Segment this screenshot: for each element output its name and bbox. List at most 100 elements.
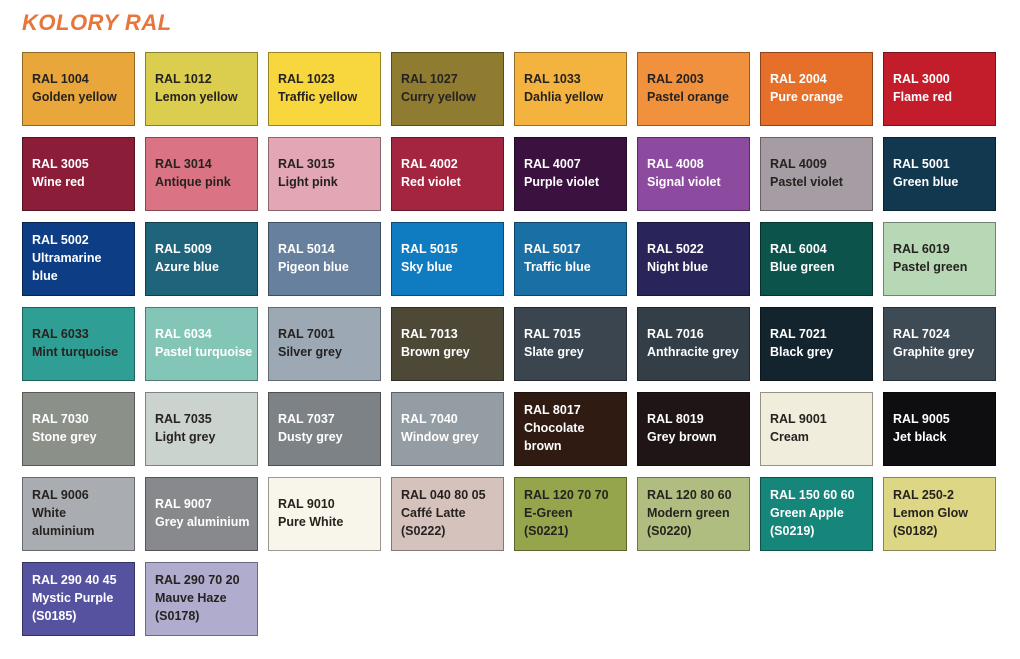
swatch-code: RAL 9006 xyxy=(32,488,89,503)
color-swatch: RAL 2004 Pure orange xyxy=(760,52,873,126)
color-swatch: RAL 8019 Grey brown xyxy=(637,392,750,466)
swatch-name: Dusty grey xyxy=(278,430,343,444)
swatch-code: RAL 7001 xyxy=(278,327,335,342)
swatch-code: RAL 1012 xyxy=(155,72,212,87)
color-swatch: RAL 7013 Brown grey xyxy=(391,307,504,381)
swatch-name: Silver grey xyxy=(278,345,342,359)
color-swatch: RAL 5014 Pigeon blue xyxy=(268,222,381,296)
swatch-name: Mystic Purple xyxy=(32,591,114,606)
swatch-name: Ultramarine blue xyxy=(32,251,102,283)
swatch-name: Wine red xyxy=(32,175,85,189)
swatch-subcode: (S0185) xyxy=(32,608,77,623)
color-swatch: RAL 290 70 20 Mauve Haze (S0178) xyxy=(145,562,258,636)
swatch-name: Pigeon blue xyxy=(278,260,349,274)
swatch-code: RAL 6034 xyxy=(155,327,212,342)
swatch-code: RAL 7037 xyxy=(278,412,335,427)
color-swatch: RAL 290 40 45 Mystic Purple (S0185) xyxy=(22,562,135,636)
color-swatch: RAL 4002 Red violet xyxy=(391,137,504,211)
swatch-name: Brown grey xyxy=(401,345,470,359)
swatch-code: RAL 7021 xyxy=(770,327,827,342)
swatch-name: Pastel orange xyxy=(647,90,729,104)
swatch-code: RAL 5001 xyxy=(893,157,950,172)
swatch-name: Pastel violet xyxy=(770,175,843,189)
swatch-name: Jet black xyxy=(893,430,947,444)
color-swatch: RAL 7021 Black grey xyxy=(760,307,873,381)
swatch-name: Cream xyxy=(770,430,809,444)
swatch-subcode: (S0220) xyxy=(647,523,692,538)
swatch-code: RAL 9001 xyxy=(770,412,827,427)
swatch-code: RAL 8017 xyxy=(524,403,581,418)
swatch-code: RAL 6033 xyxy=(32,327,89,342)
color-swatch: RAL 4009 Pastel violet xyxy=(760,137,873,211)
swatch-code: RAL 7035 xyxy=(155,412,212,427)
color-swatch: RAL 7035 Light grey xyxy=(145,392,258,466)
swatch-code: RAL 3005 xyxy=(32,157,89,172)
swatch-code: RAL 1023 xyxy=(278,72,335,87)
swatch-name: Purple violet xyxy=(524,175,600,189)
color-swatch: RAL 7001 Silver grey xyxy=(268,307,381,381)
color-swatch: RAL 120 80 60 Modern green (S0220) xyxy=(637,477,750,551)
swatch-name: Signal violet xyxy=(647,175,721,189)
swatch-code: RAL 5014 xyxy=(278,242,335,257)
color-swatch: RAL 5001 Green blue xyxy=(883,137,996,211)
swatch-code: RAL 5017 xyxy=(524,242,581,257)
swatch-name: Flame red xyxy=(893,90,953,104)
swatch-subcode: (S0182) xyxy=(893,523,938,538)
swatch-code: RAL 4007 xyxy=(524,157,581,172)
color-swatch: RAL 5009 Azure blue xyxy=(145,222,258,296)
color-swatch: RAL 5017 Traffic blue xyxy=(514,222,627,296)
color-swatch: RAL 2003 Pastel orange xyxy=(637,52,750,126)
color-swatch: RAL 1012 Lemon yellow xyxy=(145,52,258,126)
color-swatch: RAL 5015 Sky blue xyxy=(391,222,504,296)
swatch-name: Light grey xyxy=(155,430,216,444)
swatch-name: Mauve Haze xyxy=(155,591,227,606)
swatch-name: Traffic blue xyxy=(524,260,591,274)
color-swatch: RAL 5022 Night blue xyxy=(637,222,750,296)
swatch-name: Azure blue xyxy=(155,260,219,274)
swatch-subcode: (S0219) xyxy=(770,523,815,538)
swatch-code: RAL 120 70 70 xyxy=(524,488,609,503)
swatch-code: RAL 1027 xyxy=(401,72,458,87)
color-swatch: RAL 9010 Pure White xyxy=(268,477,381,551)
swatch-name: Antique pink xyxy=(155,175,231,189)
color-swatch: RAL 120 70 70 E-Green (S0221) xyxy=(514,477,627,551)
swatch-name: Lemon Glow xyxy=(893,506,968,521)
swatch-name: Curry yellow xyxy=(401,90,477,104)
swatch-code: RAL 5022 xyxy=(647,242,704,257)
swatch-code: RAL 290 40 45 xyxy=(32,573,117,588)
swatch-code: RAL 4002 xyxy=(401,157,458,172)
ral-color-chart: KOLORY RAL RAL 1004 Golden yellow RAL 10… xyxy=(22,10,996,636)
swatch-code: RAL 5009 xyxy=(155,242,212,257)
swatch-code: RAL 3014 xyxy=(155,157,212,172)
color-swatch: RAL 8017 Chocolate brown xyxy=(514,392,627,466)
swatch-code: RAL 250-2 xyxy=(893,488,954,503)
swatch-name: E-Green xyxy=(524,506,573,521)
color-swatch: RAL 7016 Anthracite grey xyxy=(637,307,750,381)
swatch-name: Stone grey xyxy=(32,430,97,444)
color-swatch: RAL 3014 Antique pink xyxy=(145,137,258,211)
swatch-name: Lemon yellow xyxy=(155,90,238,104)
swatch-code: RAL 5002 xyxy=(32,233,89,248)
swatch-code: RAL 4008 xyxy=(647,157,704,172)
swatch-name: Blue green xyxy=(770,260,835,274)
swatch-name: Traffic yellow xyxy=(278,90,358,104)
swatch-code: RAL 9007 xyxy=(155,497,212,512)
swatch-name: Anthracite grey xyxy=(647,345,739,359)
color-swatch: RAL 5002 Ultramarine blue xyxy=(22,222,135,296)
swatch-name: Dahlia yellow xyxy=(524,90,604,104)
swatch-code: RAL 7040 xyxy=(401,412,458,427)
swatch-name: Chocolate brown xyxy=(524,421,585,453)
color-swatch: RAL 6019 Pastel green xyxy=(883,222,996,296)
swatch-code: RAL 8019 xyxy=(647,412,704,427)
swatch-name: Grey aluminium xyxy=(155,515,250,529)
swatch-code: RAL 290 70 20 xyxy=(155,573,240,588)
swatch-code: RAL 7015 xyxy=(524,327,581,342)
page-title: KOLORY RAL xyxy=(22,10,172,35)
swatch-name: Graphite grey xyxy=(893,345,975,359)
color-swatch: RAL 6033 Mint turquoise xyxy=(22,307,135,381)
swatch-code: RAL 1004 xyxy=(32,72,89,87)
swatch-code: RAL 040 80 05 xyxy=(401,488,486,503)
color-swatch: RAL 9005 Jet black xyxy=(883,392,996,466)
swatch-name: Light pink xyxy=(278,175,338,189)
color-swatch: RAL 7040 Window grey xyxy=(391,392,504,466)
